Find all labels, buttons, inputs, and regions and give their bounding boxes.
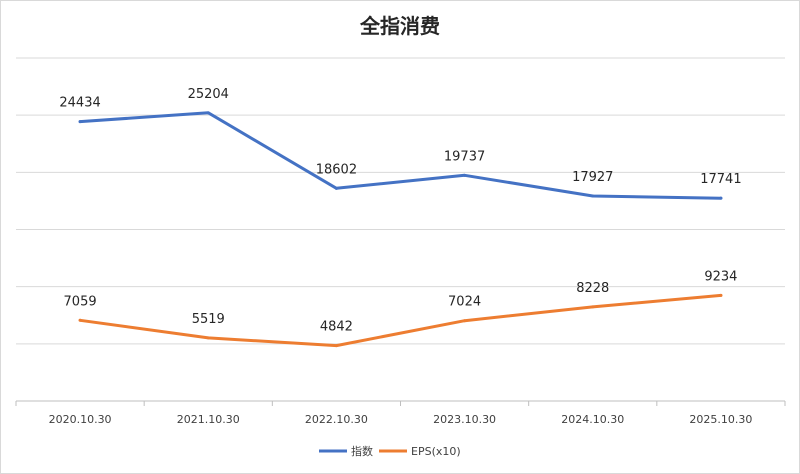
data-point: [591, 305, 595, 309]
data-label: 17741: [700, 172, 741, 187]
x-tick-label: 2025.10.30: [689, 413, 752, 426]
x-tick-label: 2020.10.30: [49, 413, 112, 426]
data-label: 7059: [64, 294, 97, 309]
data-point: [463, 319, 467, 323]
data-labels: 24434 25204 18602 19737 17927 17741 7059 5519 48…: [59, 87, 741, 335]
x-tick-label: 2021.10.30: [177, 413, 240, 426]
data-label: 5519: [192, 312, 225, 327]
data-point: [206, 111, 210, 115]
data-label: 7024: [448, 295, 481, 310]
data-point: [78, 120, 82, 124]
data-point: [591, 194, 595, 198]
gridlines: [16, 57, 785, 345]
x-tick-label: 2022.10.30: [305, 413, 368, 426]
chart-title: 全指消费: [359, 14, 440, 38]
series-line-1: [78, 293, 723, 348]
x-tick-label: 2023.10.30: [433, 413, 496, 426]
data-point: [334, 344, 338, 348]
data-label: 24434: [59, 96, 100, 111]
x-axis: 2020.10.30 2021.10.30 2022.10.30 2023.10.30…: [15, 400, 786, 426]
x-tick-label: 2024.10.30: [561, 413, 624, 426]
legend-label: EPS(x10): [411, 445, 461, 458]
data-point: [719, 196, 723, 200]
series-line-0: [78, 111, 723, 200]
data-label: 8228: [576, 281, 609, 296]
data-point: [334, 186, 338, 190]
data-point: [78, 318, 82, 322]
data-label: 9234: [704, 269, 737, 284]
series-lines: [78, 111, 723, 348]
data-label: 19737: [444, 149, 485, 164]
data-point: [463, 173, 467, 177]
data-point: [719, 293, 723, 297]
data-label: 17927: [572, 170, 613, 185]
legend: 指数 EPS(x10): [319, 444, 461, 458]
data-label: 25204: [188, 87, 229, 102]
data-point: [206, 336, 210, 340]
data-label: 18602: [316, 162, 357, 177]
data-label: 4842: [320, 320, 353, 335]
legend-label: 指数: [351, 444, 373, 458]
